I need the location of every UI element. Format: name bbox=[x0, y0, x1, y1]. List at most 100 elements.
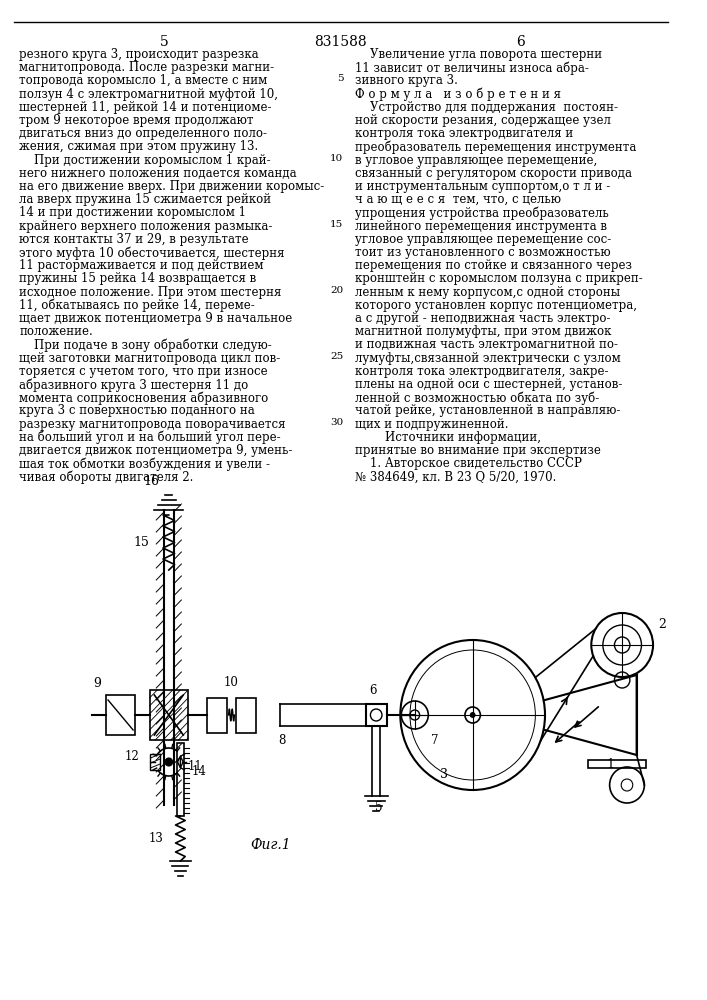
Text: положение.: положение. bbox=[19, 325, 93, 338]
Text: щих и подпружиненной.: щих и подпружиненной. bbox=[355, 418, 508, 431]
Text: 12: 12 bbox=[125, 750, 140, 764]
Text: 16: 16 bbox=[144, 475, 160, 488]
Text: а с другой - неподвижная часть электро-: а с другой - неподвижная часть электро- bbox=[355, 312, 610, 325]
Circle shape bbox=[165, 758, 173, 766]
Text: принятые во внимание при экспертизе: принятые во внимание при экспертизе bbox=[355, 444, 601, 457]
Text: 8: 8 bbox=[279, 734, 286, 747]
Text: щей заготовки магнитопровода цикл пов-: щей заготовки магнитопровода цикл пов- bbox=[19, 352, 281, 365]
Text: плены на одной оси с шестерней, установ-: плены на одной оси с шестерней, установ- bbox=[355, 378, 622, 391]
Text: момента соприкосновения абразивного: момента соприкосновения абразивного bbox=[19, 391, 269, 405]
Text: 15: 15 bbox=[134, 536, 149, 549]
Text: этого муфта 10 обесточивается, шестерня: этого муфта 10 обесточивается, шестерня bbox=[19, 246, 285, 259]
Text: 2: 2 bbox=[658, 618, 666, 631]
Text: ползун 4 с электромагнитной муфтой 10,: ползун 4 с электромагнитной муфтой 10, bbox=[19, 88, 279, 101]
Text: тоит из установленного с возможностью: тоит из установленного с возможностью bbox=[355, 246, 611, 259]
Text: которого установлен корпус потенциометра,: которого установлен корпус потенциометра… bbox=[355, 299, 637, 312]
Text: ла вверх пружина 15 сжимается рейкой: ла вверх пружина 15 сжимается рейкой bbox=[19, 193, 271, 206]
Text: магнитопровода. После разрезки магни-: магнитопровода. После разрезки магни- bbox=[19, 61, 274, 74]
Text: 14 и при достижении коромыслом 1: 14 и при достижении коромыслом 1 bbox=[19, 206, 246, 219]
Text: топровода коромысло 1, а вместе с ним: топровода коромысло 1, а вместе с ним bbox=[19, 74, 267, 87]
Bar bbox=[588, 760, 646, 768]
Text: При подаче в зону обработки следую-: При подаче в зону обработки следую- bbox=[19, 338, 272, 352]
Text: 5: 5 bbox=[160, 35, 168, 49]
Text: 11, обкатываясь по рейке 14, переме-: 11, обкатываясь по рейке 14, переме- bbox=[19, 299, 255, 312]
Text: Устройство для поддержания  постоян-: Устройство для поддержания постоян- bbox=[355, 101, 618, 114]
Text: 1: 1 bbox=[606, 758, 614, 772]
Text: преобразователь перемещения инструмента: преобразователь перемещения инструмента bbox=[355, 140, 636, 154]
Text: на больший угол и на больший угол пере-: на больший угол и на больший угол пере- bbox=[19, 431, 281, 444]
Text: 5: 5 bbox=[375, 801, 382, 814]
Text: крайнего верхнего положения размыка-: крайнего верхнего положения размыка- bbox=[19, 220, 273, 233]
Text: двигаться вниз до определенного поло-: двигаться вниз до определенного поло- bbox=[19, 127, 267, 140]
Text: разрезку магнитопровода поворачивается: разрезку магнитопровода поворачивается bbox=[19, 418, 286, 431]
Text: контроля тока электродвигателя, закре-: контроля тока электродвигателя, закре- bbox=[355, 365, 609, 378]
Text: контроля тока электродвигателя и: контроля тока электродвигателя и bbox=[355, 127, 573, 140]
Text: № 384649, кл. В 23 Q 5/20, 1970.: № 384649, кл. В 23 Q 5/20, 1970. bbox=[355, 470, 556, 483]
Text: Увеличение угла поворота шестерни: Увеличение угла поворота шестерни bbox=[355, 48, 602, 61]
Text: торяется с учетом того, что при износе: торяется с учетом того, что при износе bbox=[19, 365, 268, 378]
Text: пружины 15 рейка 14 возвращается в: пружины 15 рейка 14 возвращается в bbox=[19, 272, 257, 285]
Text: шая ток обмотки возбуждения и увели -: шая ток обмотки возбуждения и увели - bbox=[19, 457, 270, 471]
Text: 6: 6 bbox=[517, 35, 525, 49]
Text: 30: 30 bbox=[330, 418, 344, 427]
Text: двигается движок потенциометра 9, умень-: двигается движок потенциометра 9, умень- bbox=[19, 444, 293, 457]
Text: шестерней 11, рейкой 14 и потенциоме-: шестерней 11, рейкой 14 и потенциоме- bbox=[19, 101, 271, 114]
Text: зивного круга 3.: зивного круга 3. bbox=[355, 74, 458, 87]
Text: 13: 13 bbox=[148, 832, 163, 845]
Text: круга 3 с поверхностью поданного на: круга 3 с поверхностью поданного на bbox=[19, 404, 255, 417]
Text: 11 зависит от величины износа абра-: 11 зависит от величины износа абра- bbox=[355, 61, 589, 75]
Text: чатой рейке, установленной в направляю-: чатой рейке, установленной в направляю- bbox=[355, 404, 620, 417]
Text: тром 9 некоторое время продолжают: тром 9 некоторое время продолжают bbox=[19, 114, 254, 127]
Bar bbox=[177, 743, 185, 816]
Text: в угловое управляющее перемещение,: в угловое управляющее перемещение, bbox=[355, 154, 597, 167]
Text: лумуфты,связанной электрически с узлом: лумуфты,связанной электрически с узлом bbox=[355, 352, 621, 365]
Text: и инструментальным суппортом,о т л и -: и инструментальным суппортом,о т л и - bbox=[355, 180, 610, 193]
Text: 14: 14 bbox=[192, 765, 207, 778]
Text: ной скорости резания, содержащее узел: ной скорости резания, содержащее узел bbox=[355, 114, 611, 127]
Text: абразивного круга 3 шестерня 11 до: абразивного круга 3 шестерня 11 до bbox=[19, 378, 249, 391]
Bar bbox=[149, 690, 188, 740]
Text: Ф о р м у л а   и з о б р е т е н и я: Ф о р м у л а и з о б р е т е н и я bbox=[355, 88, 561, 101]
Text: 20: 20 bbox=[330, 286, 344, 295]
Text: чивая обороты двигателя 2.: чивая обороты двигателя 2. bbox=[19, 470, 194, 484]
Bar bbox=[366, 704, 387, 726]
Text: 25: 25 bbox=[330, 352, 344, 361]
Text: щает движок потенциометра 9 в начальное: щает движок потенциометра 9 в начальное bbox=[19, 312, 293, 325]
Bar bbox=[236, 698, 256, 732]
Text: 831588: 831588 bbox=[314, 35, 367, 49]
Text: 9: 9 bbox=[93, 677, 101, 690]
Text: ч а ю щ е е с я  тем, что, с целью: ч а ю щ е е с я тем, что, с целью bbox=[355, 193, 561, 206]
Text: ленной с возможностью обката по зуб-: ленной с возможностью обката по зуб- bbox=[355, 391, 600, 405]
Text: 11 растормаживается и под действием: 11 растормаживается и под действием bbox=[19, 259, 264, 272]
Text: резного круга 3, происходит разрезка: резного круга 3, происходит разрезка bbox=[19, 48, 259, 61]
Text: 1. Авторское свидетельство СССР: 1. Авторское свидетельство СССР bbox=[355, 457, 582, 470]
Text: на его движение вверх. При движении коромыс-: на его движение вверх. При движении коро… bbox=[19, 180, 325, 193]
Text: 11: 11 bbox=[188, 760, 203, 774]
Text: ленным к нему корпусом,с одной стороны: ленным к нему корпусом,с одной стороны bbox=[355, 286, 620, 299]
Text: 10: 10 bbox=[224, 676, 239, 690]
Text: 15: 15 bbox=[330, 220, 344, 229]
Text: 5: 5 bbox=[337, 74, 344, 83]
Text: связанный с регулятором скорости привода: связанный с регулятором скорости привода bbox=[355, 167, 632, 180]
Text: магнитной полумуфты, при этом движок: магнитной полумуфты, при этом движок bbox=[355, 325, 612, 338]
Text: угловое управляющее перемещение сос-: угловое управляющее перемещение сос- bbox=[355, 233, 612, 246]
Bar bbox=[151, 754, 160, 770]
Text: 7: 7 bbox=[431, 734, 438, 747]
Text: кронштейн с коромыслом ползуна с прикреп-: кронштейн с коромыслом ползуна с прикреп… bbox=[355, 272, 643, 285]
Text: ются контакты 37 и 29, в результате: ются контакты 37 и 29, в результате bbox=[19, 233, 249, 246]
Text: перемещения по стойке и связанного через: перемещения по стойке и связанного через bbox=[355, 259, 632, 272]
Bar bbox=[106, 695, 135, 735]
Text: него нижнего положения подается команда: него нижнего положения подается команда bbox=[19, 167, 297, 180]
Circle shape bbox=[469, 712, 476, 718]
Text: жения, сжимая при этом пружину 13.: жения, сжимая при этом пружину 13. bbox=[19, 140, 259, 153]
Text: и подвижная часть электромагнитной по-: и подвижная часть электромагнитной по- bbox=[355, 338, 618, 351]
Text: Фиг.1: Фиг.1 bbox=[250, 838, 291, 852]
Text: 10: 10 bbox=[330, 154, 344, 163]
Text: линейного перемещения инструмента в: линейного перемещения инструмента в bbox=[355, 220, 607, 233]
Text: 6: 6 bbox=[370, 684, 377, 697]
Text: 3: 3 bbox=[440, 768, 448, 782]
Text: При достижении коромыслом 1 край-: При достижении коромыслом 1 край- bbox=[19, 154, 271, 167]
Bar bbox=[207, 698, 227, 732]
Text: Источники информации,: Источники информации, bbox=[355, 431, 541, 444]
Text: исходное положение. При этом шестерня: исходное положение. При этом шестерня bbox=[19, 286, 281, 299]
